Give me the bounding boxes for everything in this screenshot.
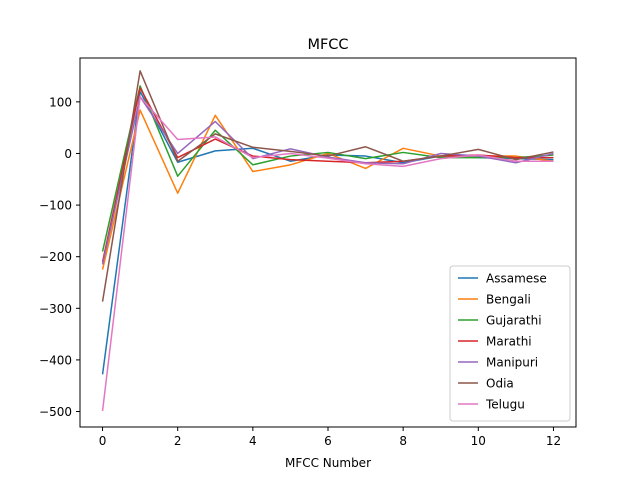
legend-box <box>449 265 571 422</box>
x-tick-label: 10 <box>471 434 486 448</box>
x-tick-label: 12 <box>546 434 561 448</box>
x-tick-label: 2 <box>174 434 182 448</box>
y-tick-label: 100 <box>49 95 72 109</box>
y-axis: 100 0 −100 −200 −300 −400 −500 <box>39 95 80 419</box>
y-tick-label: −500 <box>39 405 72 419</box>
series-line-manipuri <box>101 95 554 265</box>
x-axis-title: MFCC Number <box>285 456 371 470</box>
legend-label-manipuri: Manipuri <box>486 356 538 370</box>
x-tick-label: 6 <box>324 434 332 448</box>
legend-label-bengali: Bengali <box>486 293 531 307</box>
x-tick-label: 4 <box>249 434 257 448</box>
series-line-telugu <box>101 95 554 412</box>
legend-label-assamese: Assamese <box>486 272 547 286</box>
legend-label-gujarathi: Gujarathi <box>486 314 542 328</box>
legend-label-marathi: Marathi <box>486 335 532 349</box>
y-tick-label: −400 <box>39 353 72 367</box>
series-layer <box>101 70 554 412</box>
x-axis: 0 2 4 6 8 10 12 <box>99 427 561 448</box>
series-line-gujarathi <box>101 85 554 252</box>
chart-title: MFCC <box>307 37 348 53</box>
y-tick-label: 0 <box>64 147 72 161</box>
legend: Assamese Bengali Gujarathi Marathi Manipuri O… <box>449 265 571 422</box>
y-tick-label: −200 <box>39 250 72 264</box>
legend-label-odia: Odia <box>486 377 514 391</box>
series-line-odia <box>101 70 554 302</box>
x-tick-label: 0 <box>99 434 107 448</box>
x-tick-label: 8 <box>399 434 407 448</box>
y-tick-label: −300 <box>39 302 72 316</box>
y-tick-label: −100 <box>39 199 72 213</box>
legend-label-telugu: Telugu <box>485 398 525 412</box>
